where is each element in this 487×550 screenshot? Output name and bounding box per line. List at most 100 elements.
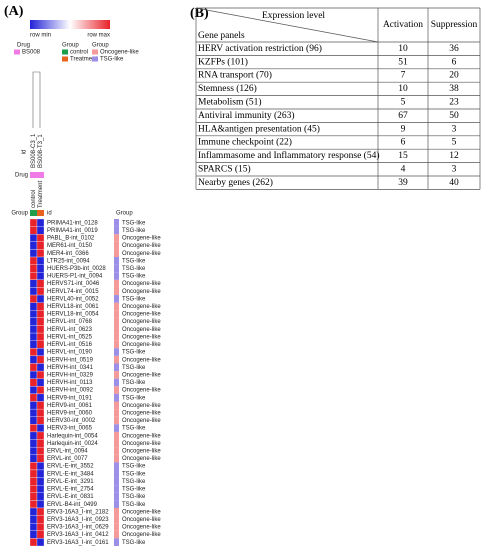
heat-cell <box>36 272 45 280</box>
row-group: TSG-like <box>122 426 146 432</box>
heat-cell <box>29 302 38 311</box>
row-group-cell <box>114 523 119 531</box>
table-cell: 3 <box>452 164 457 174</box>
heat-cell <box>36 340 45 349</box>
table-cell: HLA&antigen presentation (45) <box>198 123 320 134</box>
row-group: Oncogene-like <box>122 304 161 310</box>
heat-cell <box>29 348 38 357</box>
row-group: TSG-like <box>122 494 146 500</box>
heat-cell <box>29 234 38 242</box>
heat-cell <box>36 218 45 227</box>
group-label: Group <box>11 211 28 217</box>
row-group-cell <box>114 348 119 356</box>
heat-cell <box>36 370 45 379</box>
row-id: HERVH-int_0092 <box>47 388 94 394</box>
heat-cell <box>29 386 38 395</box>
heat-cell <box>29 416 38 425</box>
legend-label: BS008 <box>22 50 41 56</box>
heat-cell <box>29 256 38 265</box>
row-id: ERVL-B4-int_0499 <box>47 502 98 508</box>
row-id: HERVL-int_0525 <box>47 334 93 340</box>
row-id: ERV3-16A3_I-int_0412 <box>47 532 109 538</box>
table-cell: Inflammasome and Inflammatory response (… <box>198 150 380 161</box>
heat-cell <box>36 226 45 235</box>
heat-cell <box>29 355 38 364</box>
table-cell: 10 <box>398 84 408 94</box>
column-header: Activation <box>383 20 423 30</box>
heat-cell <box>36 279 45 288</box>
row-group: TSG-like <box>122 228 146 234</box>
heat-cell <box>36 310 45 319</box>
legend-title: Group <box>62 43 79 49</box>
heat-cell <box>29 332 38 341</box>
row-group-cell <box>114 241 119 250</box>
heat-cell <box>36 523 45 531</box>
row-group-cell <box>114 234 119 242</box>
row-id: HERVS71-int_0046 <box>47 281 100 287</box>
heat-cell <box>29 408 38 417</box>
heat-cell <box>29 325 38 334</box>
legend-swatch <box>14 49 20 55</box>
table-cell: 6 <box>452 57 457 67</box>
row-id: HERV3-int_0065 <box>47 426 93 432</box>
legend-label: control <box>70 50 88 56</box>
row-id: HUERS-P3b-int_0028 <box>47 266 106 272</box>
row-group-cell <box>114 424 119 432</box>
row-group-cell <box>114 279 119 288</box>
table-cell: 5 <box>401 97 406 107</box>
row-group: TSG-like <box>122 380 146 386</box>
row-group: Oncogene-like <box>122 525 161 531</box>
table-cell: 15 <box>398 151 408 161</box>
row-group: TSG-like <box>122 479 146 485</box>
row-group-cell <box>114 500 119 508</box>
heat-cell <box>36 256 45 265</box>
row-group: Oncogene-like <box>122 281 161 287</box>
row-id: HERV9-int_0060 <box>47 410 93 416</box>
heat-cell <box>29 515 38 524</box>
heat-cell <box>29 401 38 410</box>
heat-cell <box>36 446 45 455</box>
sample-label: BS008-T3_1 <box>38 134 44 168</box>
heat-cell <box>36 332 45 341</box>
row-id: Harlequin-int_0054 <box>47 433 98 439</box>
row-group-cell <box>114 378 119 387</box>
heat-cell <box>36 317 45 326</box>
heat-cell <box>29 477 38 486</box>
row-group-cell <box>114 272 119 280</box>
row-group: Oncogene-like <box>122 289 161 295</box>
row-id: MER4-int_0366 <box>47 251 89 257</box>
table-cell: Immune checkpoint (22) <box>198 137 292 148</box>
heat-cell <box>36 241 45 250</box>
row-id: HERVL18-int_0054 <box>47 312 99 318</box>
row-id: HERVL18-int_0061 <box>47 304 99 310</box>
row-group: Oncogene-like <box>122 456 161 462</box>
table-cell: 23 <box>449 97 459 107</box>
table-cell: 40 <box>449 178 459 188</box>
legend-swatch <box>92 49 98 55</box>
row-group: TSG-like <box>122 274 146 280</box>
heat-cell <box>29 264 38 273</box>
heat-cell <box>29 226 38 235</box>
heat-cell <box>29 272 38 280</box>
row-group-cell <box>114 333 119 341</box>
legend-swatch <box>62 56 68 62</box>
row-group-cell <box>114 393 119 402</box>
group-name: Treatment <box>38 181 44 208</box>
row-group: Oncogene-like <box>122 410 161 416</box>
drug-cell <box>37 172 44 178</box>
row-group-cell <box>114 257 119 265</box>
heat-cell <box>36 363 45 372</box>
row-id: ERVL-E-int_3484 <box>47 471 94 477</box>
row-group-cell <box>114 363 119 372</box>
group-name: control <box>31 190 37 208</box>
row-group-cell <box>114 477 119 486</box>
heat-cell <box>36 439 45 448</box>
row-group-cell <box>114 515 119 524</box>
heat-cell <box>29 378 38 387</box>
table-cell: KZFPs (101) <box>198 56 248 67</box>
row-group: Oncogene-like <box>122 342 161 348</box>
row-group-cell <box>114 325 119 334</box>
heat-cell <box>36 355 45 364</box>
heat-cell <box>36 515 45 524</box>
heat-cell <box>29 279 38 288</box>
